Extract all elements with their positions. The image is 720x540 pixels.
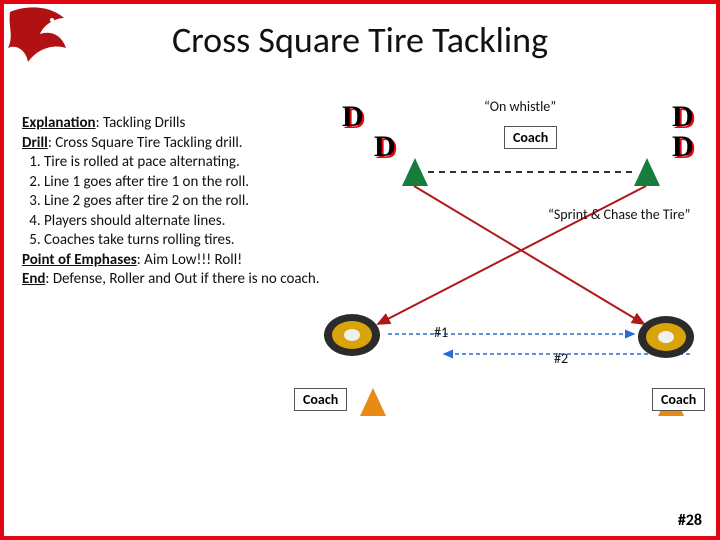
player-triangle-icon bbox=[402, 158, 428, 186]
player-triangle-icon bbox=[634, 158, 660, 186]
d-letter: D bbox=[672, 100, 694, 134]
page-number: #28 bbox=[678, 511, 702, 530]
drill-label: Drill bbox=[22, 134, 48, 152]
list-item: Players should alternate lines. bbox=[44, 212, 330, 232]
list-item: Tire is rolled at pace alternating. bbox=[44, 153, 330, 173]
drill-diagram: D D D D “On whistle” Coach “Sprint & Cha… bbox=[334, 92, 704, 422]
on-whistle-label: “On whistle” bbox=[484, 98, 556, 115]
d-letter: D bbox=[342, 100, 364, 134]
list-item: Line 2 goes after tire 2 on the roll. bbox=[44, 192, 330, 212]
tire-num-1: #1 bbox=[434, 324, 448, 341]
coach-label-bl: Coach bbox=[294, 388, 347, 411]
tire-num-2: #2 bbox=[554, 350, 568, 367]
slide-frame: Cross Square Tire Tackling Explanation: … bbox=[0, 0, 720, 540]
explanation-text: : Tackling Drills bbox=[96, 114, 186, 132]
tire-icon bbox=[636, 314, 696, 360]
sprint-label: “Sprint & Chase the Tire” bbox=[548, 206, 698, 223]
end-text: : Defense, Roller and Out if there is no… bbox=[45, 270, 319, 288]
coach-triangle-icon bbox=[360, 388, 386, 416]
explanation-label: Explanation bbox=[22, 114, 96, 132]
tire-icon bbox=[322, 312, 382, 358]
step-list: Tire is rolled at pace alternating. Line… bbox=[44, 153, 330, 251]
slide-title: Cross Square Tire Tackling bbox=[4, 18, 716, 62]
list-item: Coaches take turns rolling tires. bbox=[44, 231, 330, 251]
d-letter: D bbox=[374, 130, 396, 164]
coach-label-br: Coach bbox=[652, 388, 705, 411]
emphasis-text: : Aim Low!!! Roll! bbox=[137, 251, 242, 269]
explanation-block: Explanation: Tackling Drills Drill: Cros… bbox=[22, 114, 330, 290]
list-item: Line 1 goes after tire 1 on the roll. bbox=[44, 173, 330, 193]
d-letter: D bbox=[672, 130, 694, 164]
end-label: End bbox=[22, 270, 45, 288]
coach-label-top: Coach bbox=[504, 126, 557, 149]
drill-text: : Cross Square Tire Tackling drill. bbox=[48, 134, 243, 152]
emphasis-label: Point of Emphases bbox=[22, 251, 137, 269]
